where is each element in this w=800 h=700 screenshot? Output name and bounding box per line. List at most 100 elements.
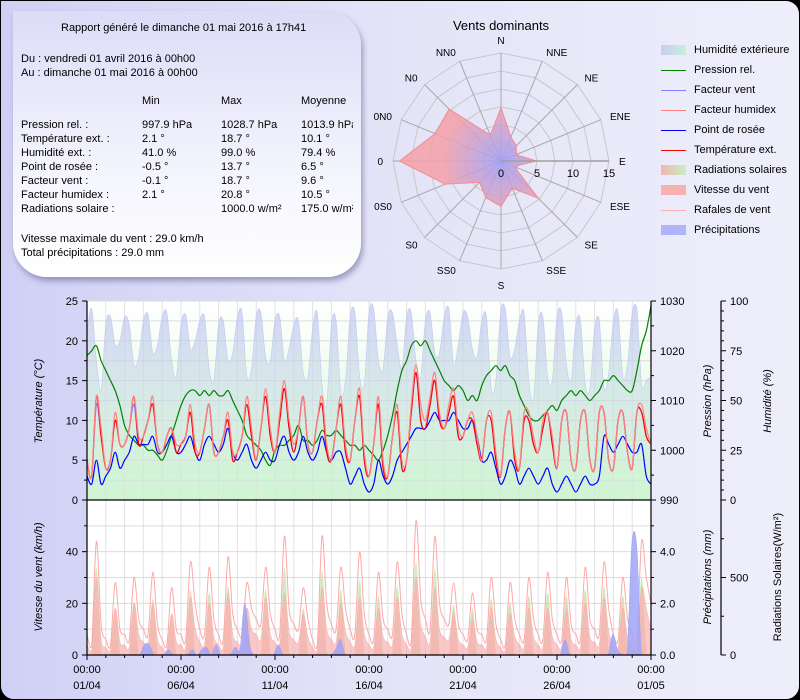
legend-item[interactable]: Pression rel. xyxy=(661,63,755,77)
col-header-max: Max xyxy=(221,95,242,107)
report-title: Rapport généré le dimanche 01 mai 2016 à… xyxy=(61,22,307,34)
legend-item[interactable]: Précipitations xyxy=(661,223,760,237)
row-label: Température ext. : xyxy=(21,133,110,145)
row-avg: 10.5 ° xyxy=(301,189,330,201)
legend-label: Pression rel. xyxy=(694,64,756,76)
row-min: 997.9 hPa xyxy=(142,119,193,131)
legend-item[interactable]: Radiations solaires xyxy=(661,163,787,177)
legend-item[interactable]: Vitesse du vent xyxy=(661,183,769,197)
legend-item[interactable]: Facteur humidex xyxy=(661,103,776,117)
x-tick-date-label: 01/05 xyxy=(637,680,665,692)
y2-tick-label: 1020 xyxy=(660,346,684,358)
x-tick-date-label: 06/04 xyxy=(167,680,195,692)
legend-item[interactable]: Facteur vent xyxy=(661,83,755,97)
row-max: 20.8 ° xyxy=(221,189,250,201)
col-header-avg: Moyenne xyxy=(301,95,347,107)
legend-label: Facteur vent xyxy=(694,84,756,96)
wind-rose-title: Vents dominants xyxy=(453,18,550,33)
legend-area-swatch xyxy=(661,45,686,55)
legend-line-swatch xyxy=(661,69,686,71)
y3-tick-label: 50 xyxy=(730,396,742,408)
x-tick-date-label: 16/04 xyxy=(355,680,383,692)
y-tick-label: 25 xyxy=(66,296,78,308)
radar-spoke xyxy=(500,160,601,203)
legend-line-swatch xyxy=(661,89,686,91)
row-max: 13.7 ° xyxy=(221,161,250,173)
y-tick-label: 0 xyxy=(72,495,78,507)
wind-rose-chart: Vents dominants 0 5 10 15 N NNE NE ENE E ESE SE SSE S… xyxy=(374,18,631,292)
direction-label: S0 xyxy=(405,240,418,251)
row-min: 41.0 % xyxy=(142,147,177,159)
row-max: 1000.0 w/m² xyxy=(221,203,282,215)
direction-label: NE xyxy=(584,74,598,85)
row-min: -0.1 ° xyxy=(142,175,169,187)
y3-tick-label: 0 xyxy=(730,650,736,662)
y-tick-label: 20 xyxy=(66,598,78,610)
y-axis-title-solar-radiation: Radiations Solaires(W/m²) xyxy=(772,513,784,641)
legend-item[interactable]: Humidité extérieure xyxy=(661,43,789,57)
row-avg: 1013.9 hPa xyxy=(301,119,353,131)
row-label: Facteur vent : xyxy=(21,175,89,187)
y2-tick-label: 1030 xyxy=(660,296,684,308)
direction-label: NN0 xyxy=(436,48,456,59)
row-label: Radiations solaire : xyxy=(21,203,115,215)
x-tick-time-label: 00:00 xyxy=(449,664,477,676)
legend-item[interactable]: Rafales de vent xyxy=(661,203,770,217)
legend-label: Facteur humidex xyxy=(694,104,776,116)
y-axis-title-temperature: Température (°C) xyxy=(33,358,45,443)
legend-line-swatch xyxy=(661,209,686,211)
x-tick-time-label: 00:00 xyxy=(261,664,289,676)
direction-label: 0 xyxy=(377,157,383,168)
row-min: 2.1 ° xyxy=(142,133,165,145)
direction-label: SE xyxy=(584,240,598,251)
legend-area-swatch xyxy=(661,225,686,235)
y-tick-label: 5 xyxy=(72,455,78,467)
legend-item[interactable]: Température ext. xyxy=(661,143,777,157)
y2-tick-label: 2.0 xyxy=(660,598,675,610)
y3-tick-label: 75 xyxy=(730,346,742,358)
x-tick-time-label: 00:00 xyxy=(167,664,195,676)
y2-tick-label: 4.0 xyxy=(660,547,675,559)
max-wind-text: Vitesse maximale du vent : 29.0 km/h xyxy=(21,233,204,245)
legend-label: Précipitations xyxy=(694,224,761,236)
legend-label: Humidité extérieure xyxy=(694,44,790,56)
row-max: 1028.7 hPa xyxy=(221,119,278,131)
direction-label: 0S0 xyxy=(374,202,392,213)
direction-label: 0N0 xyxy=(374,112,393,123)
direction-label: SSE xyxy=(546,266,566,277)
legend-label: Température ext. xyxy=(694,144,777,156)
y3-tick-label: 500 xyxy=(730,573,748,585)
y-axis-title-pressure: Pression (hPa) xyxy=(702,364,714,437)
row-avg: 6.5 ° xyxy=(301,161,324,173)
y3-tick-label: 100 xyxy=(730,296,748,308)
series-line-rafales-de-vent xyxy=(86,520,652,650)
y-tick-label: 10 xyxy=(66,415,78,427)
x-tick-time-label: 00:00 xyxy=(543,664,571,676)
y-axis-title-humidity: Humidité (%) xyxy=(762,369,774,433)
legend-label: Vitesse du vent xyxy=(694,184,770,196)
legend-area-swatch xyxy=(661,185,686,195)
row-label: Humidité ext. : xyxy=(21,147,92,159)
legend-label: Point de rosée xyxy=(694,124,765,136)
y-tick-label: 0 xyxy=(72,650,78,662)
row-max: 99.0 % xyxy=(221,147,256,159)
legend-item[interactable]: Point de rosée xyxy=(661,123,765,137)
row-avg: 79.4 % xyxy=(301,147,336,159)
y2-tick-label: 0.0 xyxy=(660,650,675,662)
radar-tick-label: 10 xyxy=(567,168,579,180)
y-tick-label: 20 xyxy=(66,336,78,348)
direction-label: SS0 xyxy=(437,266,456,277)
row-label: Point de rosée : xyxy=(21,161,99,173)
direction-label: E xyxy=(619,157,626,168)
row-avg: 175.0 w/m² xyxy=(301,203,353,215)
x-tick-date-label: 11/04 xyxy=(262,680,289,692)
row-label: Facteur humidex : xyxy=(21,189,110,201)
report-to: Au : dimanche 01 mai 2016 à 00h00 xyxy=(21,67,198,79)
x-tick-date-label: 26/04 xyxy=(543,680,571,692)
series-area-humidite-exterieure xyxy=(86,303,652,501)
direction-label: ESE xyxy=(610,202,630,213)
legend-line-swatch xyxy=(661,149,686,151)
x-tick-date-label: 21/04 xyxy=(449,680,477,692)
row-label: Pression rel. : xyxy=(21,119,89,131)
